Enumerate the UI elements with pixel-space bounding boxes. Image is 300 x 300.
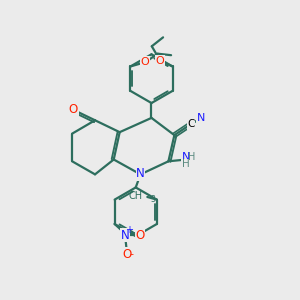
Text: C: C	[187, 119, 195, 129]
Text: CH: CH	[129, 191, 143, 201]
Text: N: N	[182, 152, 190, 162]
Text: -: -	[130, 249, 134, 259]
Text: O: O	[156, 56, 164, 65]
Text: O: O	[69, 103, 78, 116]
Text: O: O	[135, 229, 145, 242]
Text: N: N	[121, 229, 129, 242]
Text: H: H	[182, 159, 190, 169]
Text: +: +	[125, 225, 134, 235]
Text: O: O	[122, 248, 131, 260]
Text: N: N	[197, 113, 205, 124]
Text: 3: 3	[150, 194, 155, 203]
Text: N: N	[136, 167, 145, 180]
Text: O: O	[141, 57, 150, 67]
Text: H: H	[188, 152, 195, 162]
